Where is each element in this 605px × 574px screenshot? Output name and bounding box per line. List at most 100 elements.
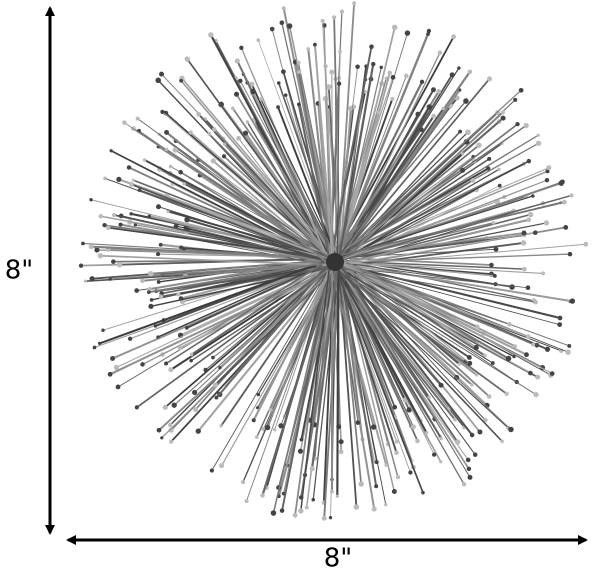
rod bbox=[333, 131, 461, 268]
rod-tip bbox=[269, 26, 275, 32]
rod-tip bbox=[218, 366, 222, 370]
rod-tip bbox=[209, 468, 214, 473]
rod-tip bbox=[512, 355, 516, 359]
rod bbox=[330, 264, 508, 395]
rod-tip bbox=[116, 262, 123, 268]
rod bbox=[330, 218, 529, 268]
rod-tip bbox=[557, 322, 563, 327]
rod-tip bbox=[482, 353, 487, 358]
rod-tip bbox=[158, 294, 164, 300]
rod-tip bbox=[296, 102, 301, 107]
rod-tip bbox=[472, 452, 478, 457]
rod bbox=[337, 27, 396, 265]
rod-tip bbox=[465, 129, 471, 136]
rod-tip bbox=[352, 1, 357, 6]
rod-tip bbox=[487, 156, 492, 161]
rod-tip bbox=[160, 109, 165, 114]
rod-tip bbox=[567, 251, 573, 257]
rod bbox=[312, 263, 341, 500]
rod-tip bbox=[338, 439, 344, 445]
rod-tip bbox=[390, 74, 396, 80]
hub bbox=[326, 253, 344, 271]
rod-tip bbox=[497, 183, 502, 188]
rod bbox=[274, 266, 331, 430]
rod-tip bbox=[431, 113, 437, 119]
rod bbox=[336, 117, 504, 263]
rod bbox=[261, 258, 336, 496]
rod-tip bbox=[78, 263, 84, 268]
rod-tip bbox=[193, 407, 199, 413]
rod bbox=[281, 22, 336, 260]
rod-tip bbox=[421, 490, 425, 495]
rod-tip bbox=[531, 342, 536, 347]
rod bbox=[322, 20, 335, 259]
rod-tip bbox=[212, 382, 219, 388]
rod-tip bbox=[461, 482, 467, 487]
rod bbox=[337, 259, 399, 478]
rod-tip bbox=[513, 97, 518, 102]
rod bbox=[238, 138, 332, 262]
rod-tip bbox=[115, 384, 121, 390]
rod-tip bbox=[237, 78, 243, 84]
rod bbox=[338, 262, 430, 398]
rod-tip bbox=[118, 222, 123, 227]
rod bbox=[339, 265, 531, 374]
rod-tip bbox=[299, 437, 304, 442]
rod-tip bbox=[177, 345, 183, 351]
rod-tip bbox=[156, 204, 162, 210]
rod-tip bbox=[523, 122, 529, 129]
rod bbox=[215, 261, 336, 399]
rod bbox=[337, 168, 500, 264]
rod-tip bbox=[231, 106, 235, 111]
rod-tip bbox=[101, 328, 105, 332]
rod-tip bbox=[507, 321, 512, 327]
starburst-sculpture bbox=[78, 1, 589, 521]
rod-tip bbox=[549, 371, 555, 376]
rod-tip bbox=[569, 193, 574, 198]
rod-tip bbox=[466, 355, 472, 360]
rod-tip bbox=[158, 242, 163, 247]
rod-tip bbox=[453, 417, 457, 422]
rod bbox=[333, 261, 573, 302]
rod-tip bbox=[438, 382, 444, 388]
rod bbox=[338, 261, 544, 274]
rod-tip bbox=[176, 292, 181, 297]
rod-tip bbox=[256, 392, 261, 397]
rod bbox=[297, 104, 332, 264]
height-label: 8" bbox=[5, 256, 34, 286]
rod-tip bbox=[276, 105, 280, 110]
rod-tip bbox=[148, 270, 154, 277]
rod-tip bbox=[309, 465, 315, 472]
rod-tip bbox=[184, 216, 190, 223]
rod-tip bbox=[292, 512, 298, 518]
rod-tip bbox=[336, 81, 342, 86]
rod-tip bbox=[524, 352, 529, 358]
rod bbox=[257, 40, 339, 258]
rod-tip bbox=[473, 344, 479, 351]
rod bbox=[269, 260, 334, 411]
rod bbox=[272, 263, 333, 514]
rod-tip bbox=[353, 504, 360, 510]
rod-tip bbox=[208, 32, 214, 38]
rod bbox=[331, 262, 494, 364]
rod-tip bbox=[241, 480, 246, 485]
rod-tip bbox=[276, 81, 281, 85]
rod bbox=[330, 266, 536, 303]
rod-tip bbox=[486, 76, 493, 82]
rod-tip bbox=[457, 362, 461, 366]
rod bbox=[220, 265, 332, 427]
rod-tip bbox=[394, 439, 399, 444]
rod-tip bbox=[543, 220, 550, 226]
rod-tip bbox=[558, 180, 564, 186]
rod-tip bbox=[371, 61, 376, 67]
rod-tip bbox=[436, 89, 442, 94]
rod-tip bbox=[465, 457, 471, 463]
rod-tip bbox=[184, 326, 189, 330]
rod-tip bbox=[236, 135, 242, 141]
rod-tip bbox=[184, 56, 190, 62]
rod-tip bbox=[387, 70, 392, 76]
rod-tip bbox=[557, 315, 563, 321]
rod-tip bbox=[81, 241, 85, 246]
width-label: 8" bbox=[324, 544, 353, 574]
rod-tip bbox=[535, 140, 542, 147]
